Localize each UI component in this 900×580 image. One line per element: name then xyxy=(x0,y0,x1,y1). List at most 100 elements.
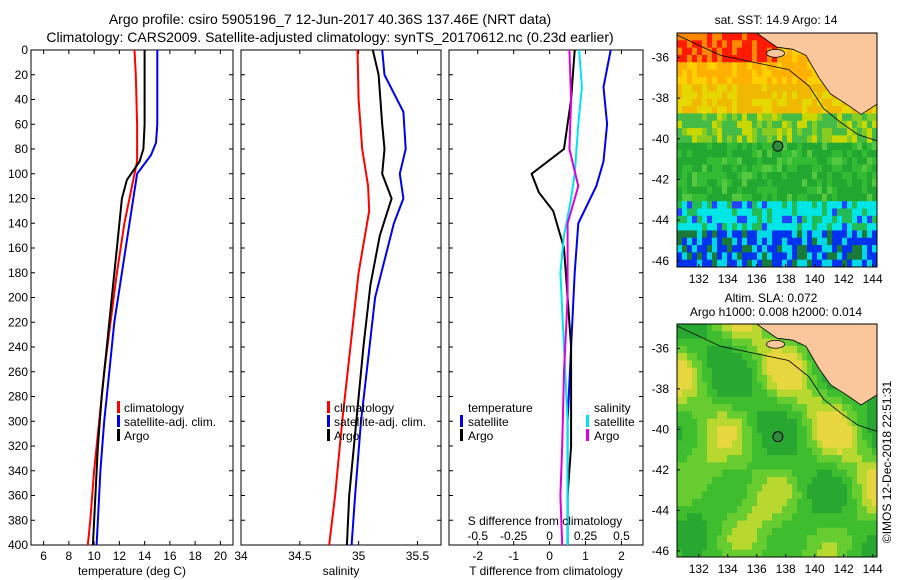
map-cell xyxy=(742,404,748,412)
map-cell xyxy=(682,345,688,354)
map-cell xyxy=(787,433,793,441)
map-cell xyxy=(722,367,728,376)
map-cell xyxy=(807,455,813,463)
map-cell xyxy=(772,237,778,246)
map-cell xyxy=(747,179,753,187)
map-cell xyxy=(782,98,788,107)
map-cell xyxy=(697,252,703,261)
map-cell xyxy=(777,404,783,412)
map-cell xyxy=(762,498,768,507)
map-cell xyxy=(707,527,713,536)
map-cell xyxy=(827,186,833,195)
map-cell xyxy=(697,237,703,246)
map-cell xyxy=(862,142,868,151)
map-cell xyxy=(752,527,758,536)
map-cell xyxy=(717,208,723,217)
map-cell xyxy=(682,338,688,347)
map-cell xyxy=(712,455,718,463)
map-cell xyxy=(747,324,753,332)
map-cell xyxy=(692,411,698,420)
map-cell xyxy=(772,513,778,521)
map-cell xyxy=(817,396,823,405)
map-cell xyxy=(702,498,708,507)
map-cell xyxy=(717,542,723,551)
map-cell xyxy=(842,506,848,514)
map-cell xyxy=(807,389,813,398)
map-cell xyxy=(792,527,798,536)
map-cell xyxy=(772,374,778,383)
map-cell xyxy=(862,542,868,551)
map-cell xyxy=(837,215,843,224)
island xyxy=(766,48,785,58)
map-cell xyxy=(792,193,798,202)
map-cell xyxy=(722,76,728,85)
map-cell xyxy=(717,135,723,144)
map-cell xyxy=(722,259,728,268)
map-cell xyxy=(847,259,853,268)
map-cell xyxy=(772,215,778,224)
map-cell xyxy=(822,542,828,551)
map-cell xyxy=(857,476,863,485)
map-cell xyxy=(857,513,863,521)
map-cell xyxy=(767,215,773,224)
map-cell xyxy=(822,404,828,412)
map-cell xyxy=(777,91,783,100)
map-cell xyxy=(817,374,823,383)
map-cell xyxy=(867,230,873,239)
map-cell xyxy=(787,230,793,239)
map-cell xyxy=(757,259,763,268)
map-cell xyxy=(722,404,728,412)
map-cell xyxy=(837,150,843,158)
map-cell xyxy=(827,208,833,217)
map-cell xyxy=(722,201,728,209)
map-y-tick-label: -42 xyxy=(652,463,670,477)
map-cell xyxy=(802,404,808,412)
map-cell xyxy=(752,106,758,114)
map-cell xyxy=(842,113,848,122)
map-cell xyxy=(687,498,693,507)
map-cell xyxy=(787,513,793,521)
map-cell xyxy=(867,549,873,558)
map-cell xyxy=(732,506,738,514)
map-cell xyxy=(707,396,713,405)
map-cell xyxy=(727,230,733,239)
map-cell xyxy=(752,353,758,361)
map-cell xyxy=(782,374,788,383)
map-x-tick-label: 142 xyxy=(834,562,854,576)
map-cell xyxy=(842,411,848,420)
map-cell xyxy=(677,120,683,129)
map-cell xyxy=(782,128,788,136)
map-cell xyxy=(677,106,683,114)
map-cell xyxy=(807,157,813,166)
map-cell xyxy=(732,106,738,114)
map-cell xyxy=(872,164,878,173)
map-cell xyxy=(722,440,728,449)
map-cell xyxy=(872,230,878,239)
map-cell xyxy=(727,484,733,492)
map-cell xyxy=(842,455,848,463)
map-cell xyxy=(837,527,843,536)
map-cell xyxy=(717,425,723,434)
map-cell xyxy=(677,215,683,224)
map-cell xyxy=(737,433,743,441)
map-cell xyxy=(767,433,773,441)
map-cell xyxy=(872,469,878,478)
map-cell xyxy=(757,527,763,536)
map-cell xyxy=(832,549,838,558)
map-cell xyxy=(727,462,733,471)
map-cell xyxy=(792,62,798,70)
map-cell xyxy=(697,367,703,376)
map-cell xyxy=(707,440,713,449)
map-cell xyxy=(812,527,818,536)
map-cell xyxy=(752,171,758,180)
map-cell xyxy=(757,542,763,551)
map-cell xyxy=(742,513,748,521)
map-cell xyxy=(702,374,708,383)
map-cell xyxy=(762,106,768,114)
map-cell xyxy=(682,171,688,180)
map-cell xyxy=(832,179,838,187)
map-cell xyxy=(852,542,858,551)
map-cell xyxy=(822,425,828,434)
map-cell xyxy=(832,128,838,136)
legend-label-s-satellite: satellite xyxy=(594,415,635,429)
